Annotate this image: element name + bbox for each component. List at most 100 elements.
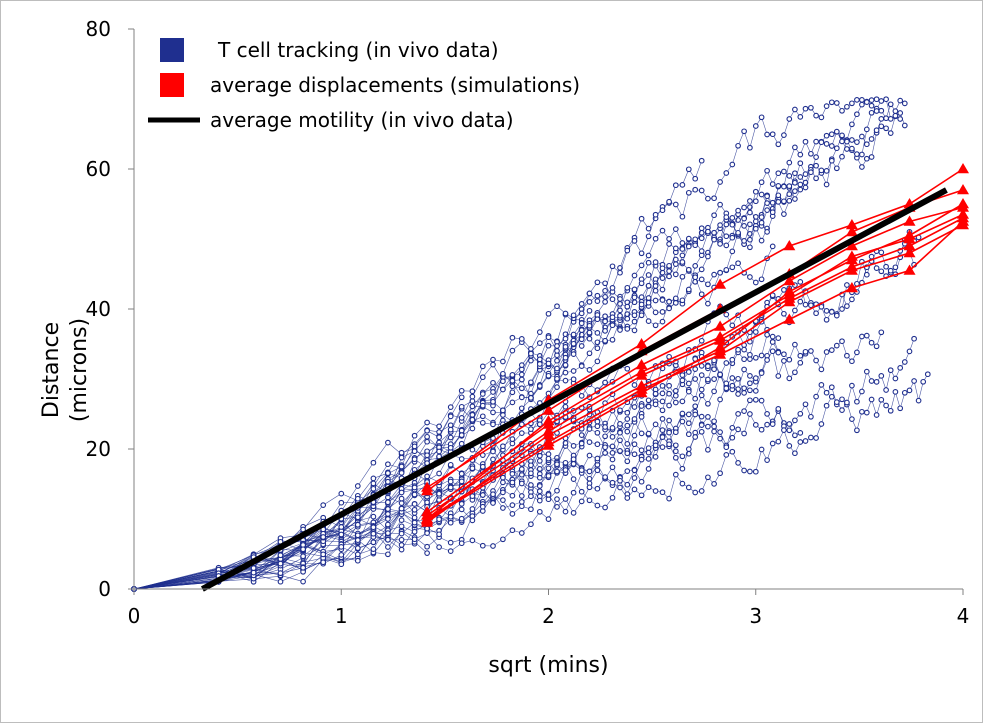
- tcell-track-point: [887, 367, 894, 374]
- tcell-track-point: [398, 546, 405, 553]
- tcell-track-point: [659, 489, 666, 496]
- tcell-track-point: [729, 248, 736, 255]
- tcell-track-point: [854, 151, 860, 157]
- tcell-track-point: [518, 376, 525, 383]
- tcell-track-point: [578, 336, 585, 343]
- tcell-track-point: [854, 427, 860, 434]
- tcell-track-point: [659, 265, 666, 272]
- tcell-track-point: [411, 484, 418, 491]
- tcell-track-point: [679, 398, 686, 405]
- legend-swatch: [160, 73, 184, 97]
- tcell-track-point: [887, 130, 894, 136]
- tcell-track-point: [792, 341, 798, 348]
- tcell-track-point: [868, 154, 875, 160]
- tcell-track-point: [479, 391, 486, 397]
- tcell-track-point: [717, 201, 723, 208]
- average-motility-line: [200, 187, 948, 592]
- simulation-marker: [957, 198, 969, 209]
- tcell-track-point: [735, 229, 741, 236]
- tcell-track-point: [685, 189, 692, 196]
- tcell-track-point: [570, 340, 577, 347]
- tcell-track-point: [711, 195, 717, 202]
- tcell-track-point: [818, 139, 825, 146]
- tcell-track-point: [500, 479, 506, 486]
- tcell-track-point: [554, 461, 560, 468]
- tcell-track-point: [490, 361, 496, 368]
- tcell-track-point: [424, 499, 430, 506]
- tcell-track-point: [747, 351, 753, 358]
- tcell-track-point: [717, 470, 723, 477]
- tcell-track-point: [735, 207, 741, 214]
- tcell-track-point: [672, 261, 679, 267]
- tcell-track-point: [698, 248, 705, 254]
- tcell-track-point: [764, 229, 770, 235]
- tcell-track-point: [528, 470, 534, 477]
- tcell-track-point: [802, 138, 809, 145]
- tcell-track-point: [863, 141, 870, 148]
- tcell-track-point: [868, 136, 875, 142]
- tcell-track-point: [562, 362, 569, 368]
- tcell-track-point: [823, 389, 830, 396]
- tcell-track-point: [536, 466, 543, 472]
- tcell-track-point: [741, 238, 747, 244]
- tcell-track-line: [133, 464, 402, 590]
- tcell-track-point: [878, 373, 885, 379]
- tcell-track-point: [747, 411, 753, 417]
- tcell-track-point: [447, 413, 454, 420]
- tcell-track-point: [859, 97, 865, 103]
- tcell-track-point: [479, 363, 486, 370]
- tcell-track-point: [735, 426, 741, 433]
- tcell-track-point: [883, 402, 889, 409]
- tcell-track-point: [424, 427, 430, 434]
- tcell-track-point: [659, 444, 666, 450]
- simulation-marker: [845, 282, 858, 293]
- tcell-track-point: [883, 125, 889, 132]
- tcell-track-point: [863, 99, 870, 105]
- tcell-track-point: [781, 211, 787, 217]
- tcell-track-point: [868, 253, 875, 260]
- tcell-track-point: [594, 292, 601, 299]
- tcell-track-point: [586, 335, 593, 342]
- tcell-track-point: [752, 396, 759, 403]
- tcell-track-point: [545, 342, 552, 349]
- tcell-track-point: [617, 421, 623, 427]
- tcell-track-point: [424, 550, 430, 556]
- tcell-track-point: [354, 483, 361, 489]
- tcell-track-point: [436, 470, 442, 477]
- tcell-track-point: [447, 404, 454, 410]
- tcell-track-point: [839, 132, 845, 139]
- tcell-track-point: [692, 434, 699, 440]
- simulation-line: [426, 168, 964, 492]
- tcell-track-point: [797, 181, 804, 188]
- tcell-track-point: [758, 276, 765, 283]
- tcell-track-point: [624, 481, 631, 488]
- tcell-track-point: [666, 298, 672, 305]
- tcell-track-point: [586, 497, 593, 504]
- tcell-track-point: [802, 184, 809, 191]
- tcell-track-point: [645, 299, 652, 306]
- tcell-track-point: [602, 299, 608, 305]
- tcell-track-point: [500, 497, 506, 503]
- tcell-track-point: [705, 446, 711, 453]
- tcell-track-point: [769, 421, 776, 427]
- tcell-track-point: [729, 161, 736, 168]
- tcell-track-point: [906, 348, 913, 355]
- tcell-track-point: [672, 429, 679, 436]
- tcell-track-point: [424, 543, 430, 550]
- tcell-track-point: [705, 195, 711, 202]
- tcell-track-point: [500, 386, 506, 393]
- tcell-track-point: [828, 309, 835, 315]
- tcell-track-point: [764, 357, 770, 363]
- y-tick-label: 0: [98, 577, 111, 601]
- tcell-track-point: [447, 461, 454, 468]
- tcell-track-point: [631, 312, 638, 319]
- x-tick-label: 4: [957, 604, 970, 628]
- tcell-track-point: [786, 197, 793, 204]
- tcell-track-point: [792, 432, 798, 439]
- tcell-track-point: [786, 443, 793, 449]
- tcell-track-point: [652, 309, 659, 316]
- tcell-track-point: [338, 561, 345, 568]
- tcell-track-point: [672, 226, 679, 232]
- tcell-track-point: [518, 385, 525, 392]
